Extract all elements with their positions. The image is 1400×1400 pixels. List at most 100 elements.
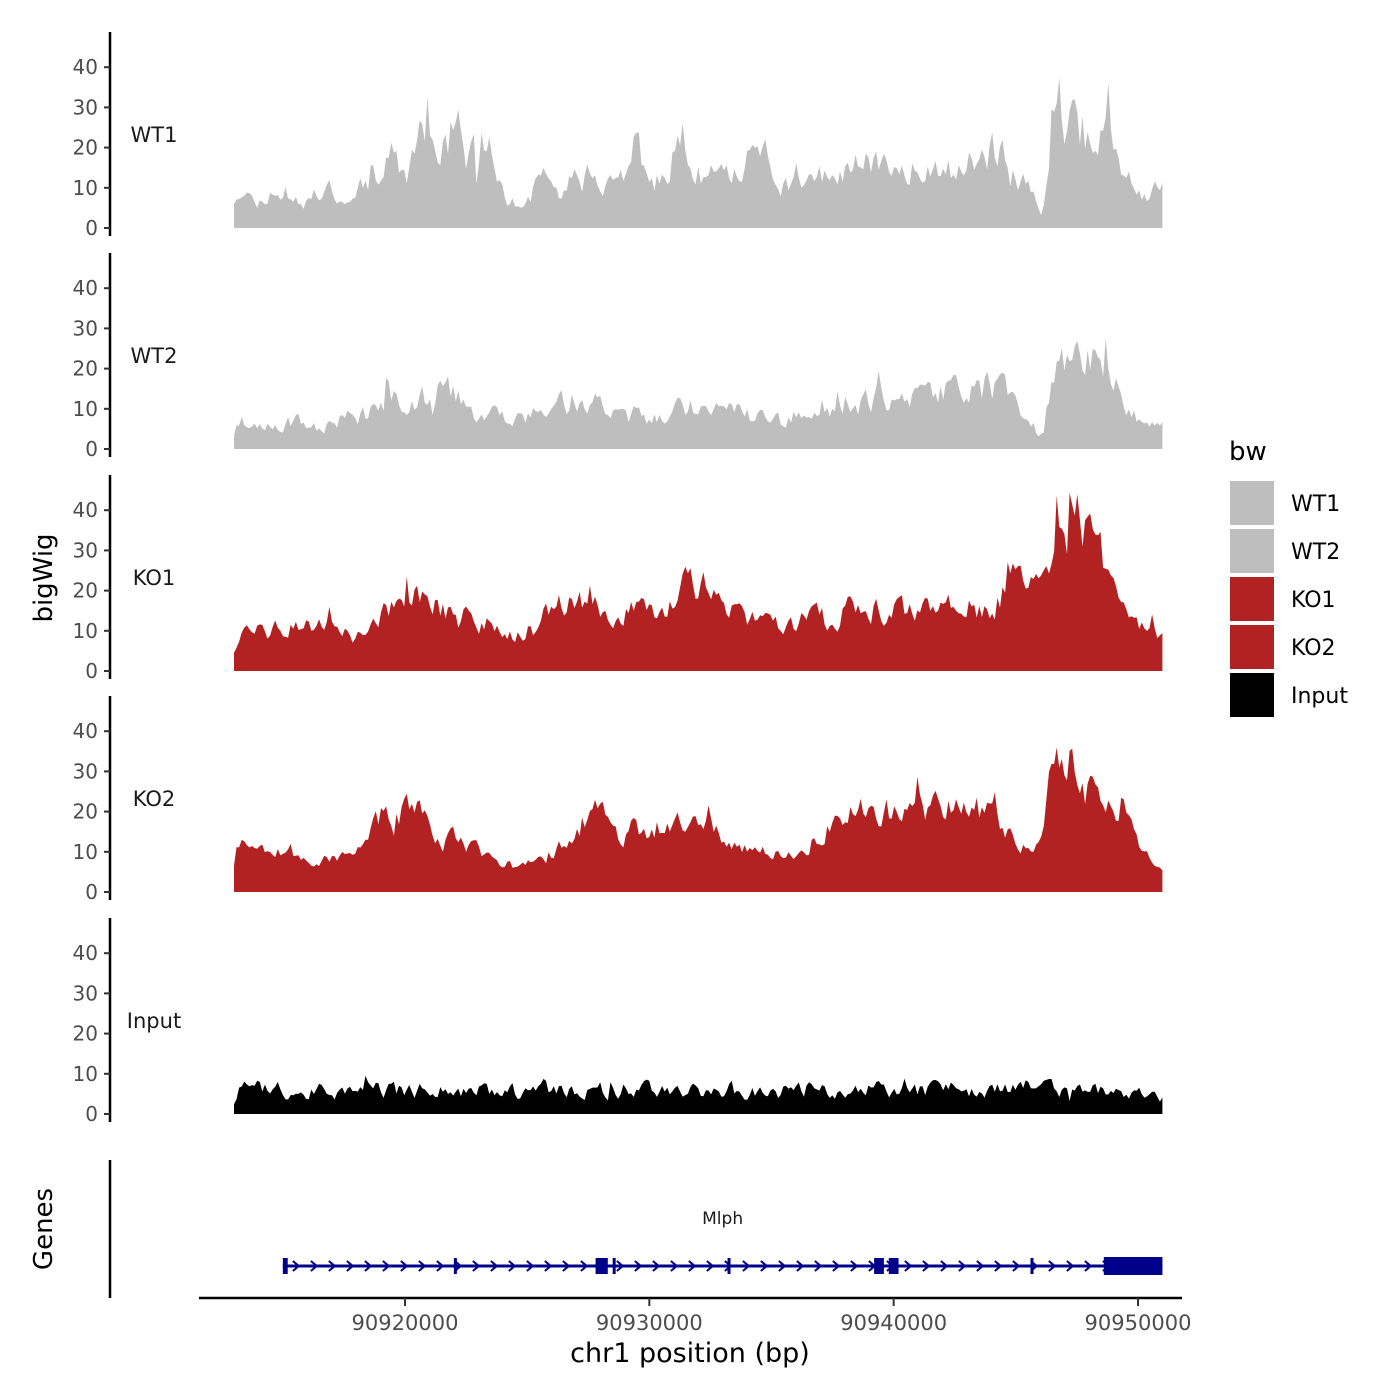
strand-arrow (976, 1260, 985, 1272)
track-panels: 0 10 20 30 40 WT1 0 10 20 30 40 WT2 0 10 20 30 40 KO1 0 10 2… (73, 32, 1163, 1126)
strand-arrow (796, 1260, 805, 1272)
track-area-ko2 (234, 747, 1163, 892)
legend-swatch-ko1 (1228, 575, 1276, 623)
x-tick-label: 90950000 (1085, 1311, 1192, 1335)
gene-exon (888, 1258, 899, 1274)
x-tick-label: 90930000 (596, 1311, 703, 1335)
y-tick-label: 30 (73, 981, 98, 1005)
y-tick-label: 10 (73, 1062, 98, 1086)
track-area-input (234, 1075, 1163, 1114)
track-label: WT1 (131, 123, 178, 147)
y-tick-label: 40 (73, 719, 98, 743)
track-area-ko1 (234, 492, 1163, 671)
y-tick-label: 30 (73, 538, 98, 562)
strand-arrow (904, 1260, 913, 1272)
y-tick-label: 20 (73, 1022, 98, 1046)
strand-arrow (382, 1260, 391, 1272)
track-panel-ko2: 0 10 20 30 40 KO2 (73, 696, 1163, 904)
legend-swatch-input (1228, 671, 1276, 719)
strand-arrow (994, 1260, 1003, 1272)
y-tick-label: 30 (73, 316, 98, 340)
gene-exon (1030, 1258, 1034, 1274)
y-tick-label: 0 (85, 1102, 98, 1126)
y-tick-label: 40 (73, 498, 98, 522)
gene-exon (612, 1258, 616, 1274)
y-tick-label: 0 (85, 880, 98, 904)
strand-arrow (526, 1260, 535, 1272)
strand-arrow (562, 1260, 571, 1272)
strand-arrow (292, 1260, 301, 1272)
legend-title: bw (1229, 437, 1267, 467)
y-tick-label: 10 (73, 840, 98, 864)
strand-arrow (616, 1260, 625, 1272)
track-panel-wt2: 0 10 20 30 40 WT2 (73, 253, 1163, 461)
y-tick-label: 20 (73, 579, 98, 603)
legend-entry-label: KO2 (1291, 636, 1336, 661)
strand-arrow (346, 1260, 355, 1272)
gene-exon (453, 1258, 457, 1274)
strand-arrow (508, 1260, 517, 1272)
legend-entry-label: KO1 (1291, 588, 1336, 613)
strand-arrow (310, 1260, 319, 1272)
strand-arrow (814, 1260, 823, 1272)
y-tick-label: 20 (73, 136, 98, 160)
legend-swatch-ko2 (1228, 623, 1276, 671)
track-panel-input: 0 10 20 30 40 Input (73, 918, 1163, 1126)
y-tick-label: 0 (85, 659, 98, 683)
legend-entry-label: WT2 (1291, 540, 1340, 565)
track-label: KO2 (133, 787, 176, 811)
strand-arrow (1048, 1260, 1057, 1272)
y-tick-label: 20 (73, 357, 98, 381)
strand-arrow (1012, 1260, 1021, 1272)
strand-arrow (688, 1260, 697, 1272)
strand-arrow (670, 1260, 679, 1272)
strand-arrow (778, 1260, 787, 1272)
legend-swatch-wt1 (1228, 479, 1276, 527)
track-label: KO1 (133, 566, 176, 590)
strand-arrow (400, 1260, 409, 1272)
gene-name-label: Mlph (702, 1209, 743, 1229)
y-tick-label: 40 (73, 55, 98, 79)
y-tick-label: 10 (73, 176, 98, 200)
strand-arrow (418, 1260, 427, 1272)
y-tick-label: 40 (73, 941, 98, 965)
track-area-wt2 (234, 338, 1163, 449)
legend-entry-label: Input (1291, 684, 1348, 709)
y-tick-label: 0 (85, 437, 98, 461)
x-axis-label: chr1 position (bp) (570, 1338, 810, 1369)
strand-arrow (760, 1260, 769, 1272)
x-tick-label: 90940000 (840, 1311, 947, 1335)
gene-exon (874, 1258, 884, 1274)
strand-arrow (706, 1260, 715, 1272)
strand-arrow (472, 1260, 481, 1272)
strand-arrow (328, 1260, 337, 1272)
strand-arrow (490, 1260, 499, 1272)
y-axis-label: bigWig (29, 533, 59, 622)
legend: bw WT1 WT2 KO1 KO2 Input (1228, 437, 1348, 719)
strand-arrow (832, 1260, 841, 1272)
strand-arrow (652, 1260, 661, 1272)
y-tick-label: 10 (73, 397, 98, 421)
strand-arrow (958, 1260, 967, 1272)
strand-arrow (364, 1260, 373, 1272)
x-tick-label: 90920000 (352, 1311, 459, 1335)
strand-arrow (634, 1260, 643, 1272)
strand-arrow (922, 1260, 931, 1272)
track-label: Input (127, 1009, 181, 1033)
strand-arrow (544, 1260, 553, 1272)
track-panel-ko1: 0 10 20 30 40 KO1 (73, 475, 1163, 683)
strand-arrow (1066, 1260, 1075, 1272)
y-tick-label: 10 (73, 619, 98, 643)
gene-exon (595, 1258, 608, 1274)
strand-arrow (436, 1260, 445, 1272)
legend-entry-label: WT1 (1291, 492, 1340, 517)
y-tick-label: 0 (85, 216, 98, 240)
y-tick-label: 30 (73, 759, 98, 783)
gene-exon (1103, 1257, 1163, 1275)
strand-arrow (580, 1260, 589, 1272)
strand-arrow (1084, 1260, 1093, 1272)
gene-panel: Mlph (108, 1160, 1163, 1298)
genes-axis-label: Genes (29, 1188, 59, 1270)
strand-arrow (850, 1260, 859, 1272)
